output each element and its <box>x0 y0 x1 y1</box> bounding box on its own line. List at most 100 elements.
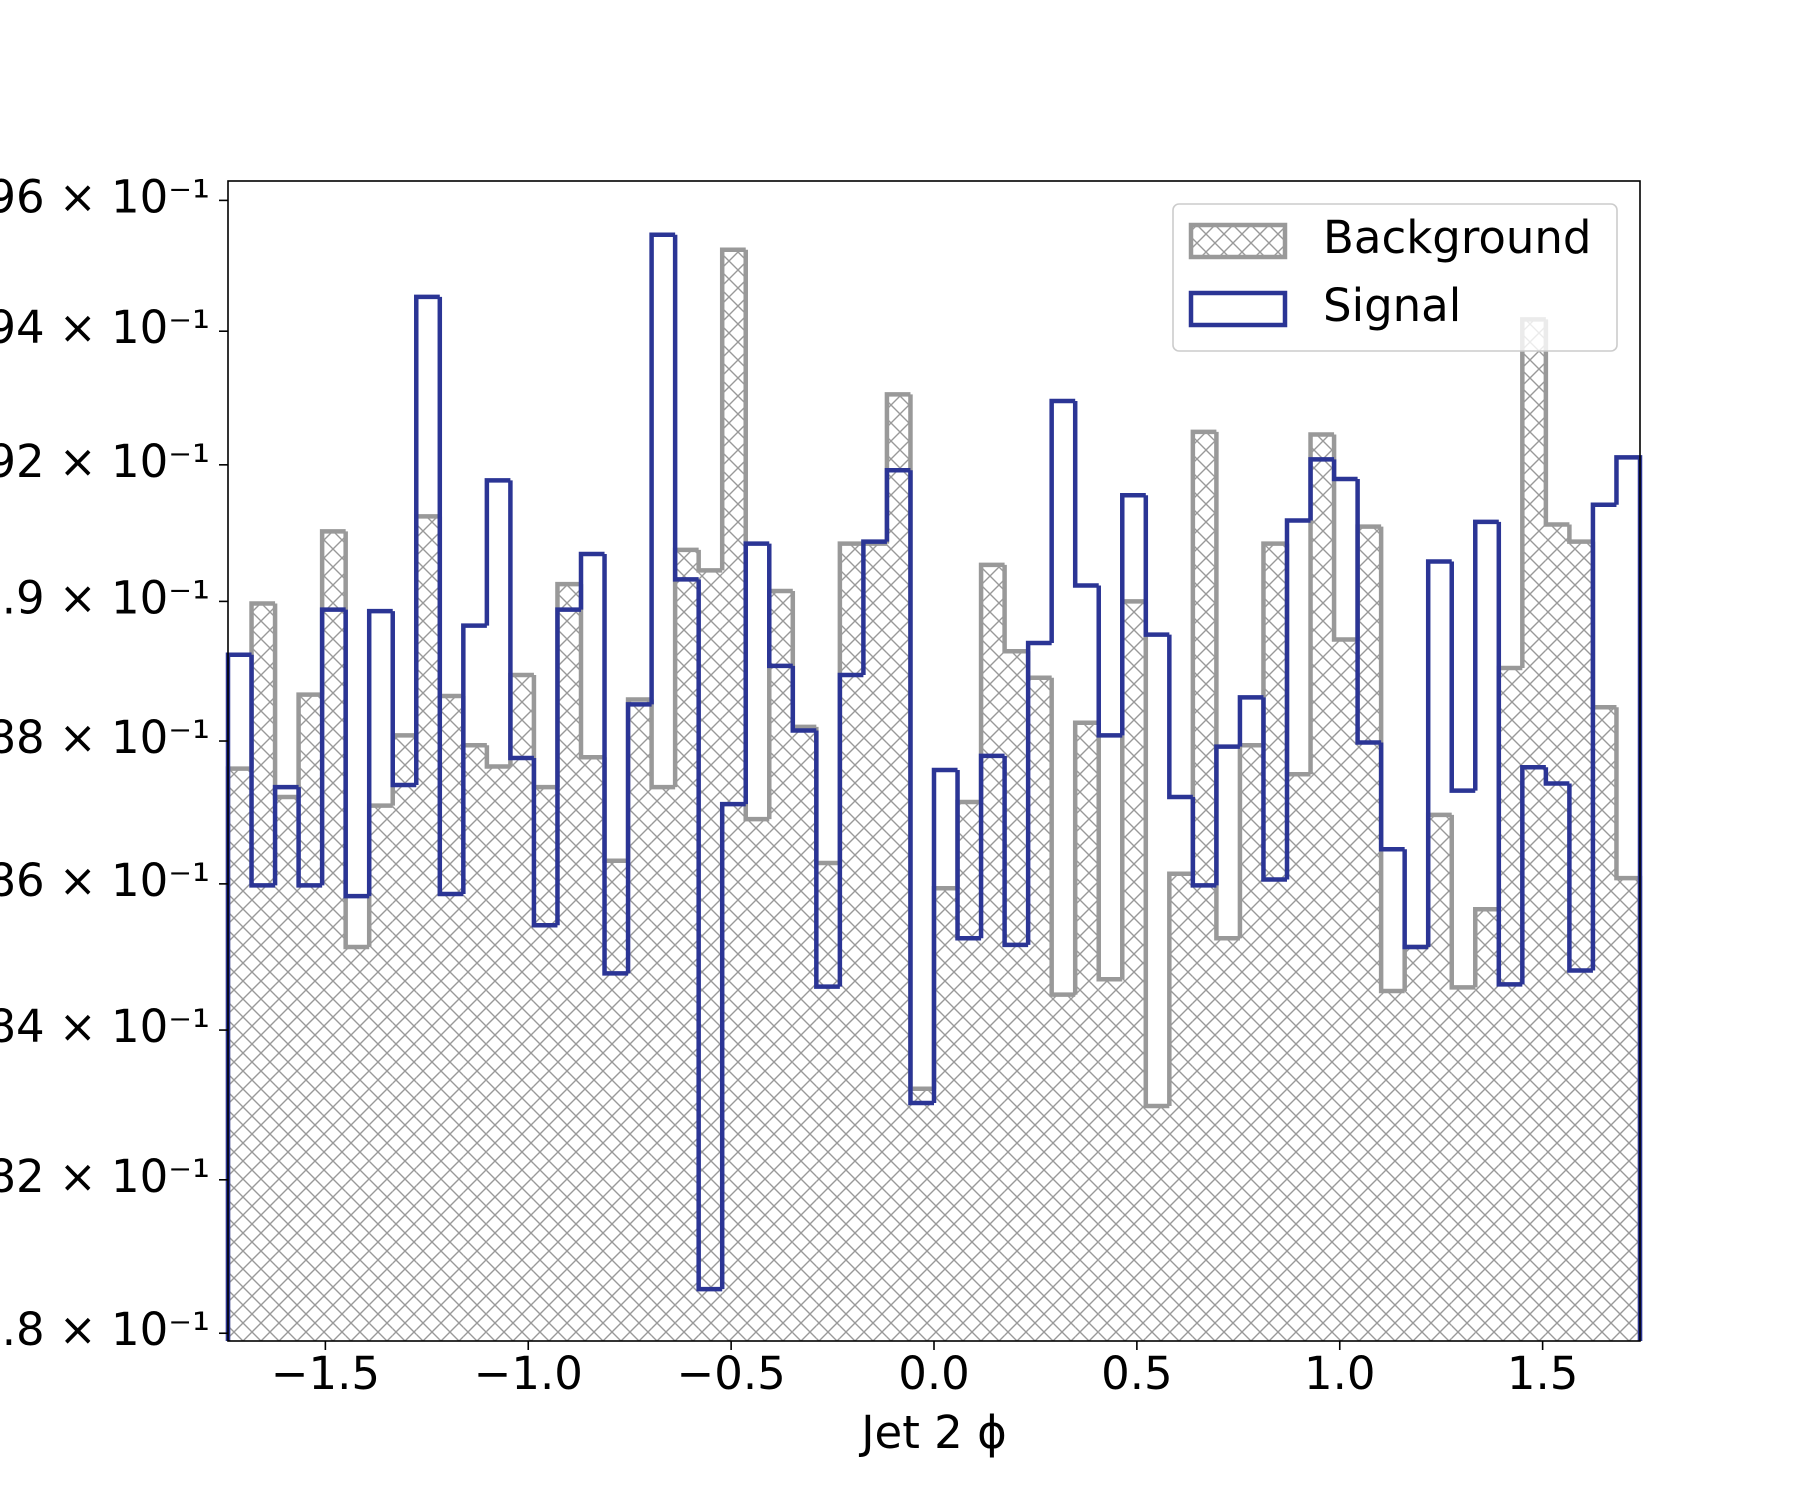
bar-outline <box>272 603 299 800</box>
bar-outline <box>1214 744 1240 886</box>
y-tick-label: 0.9 × 10⁻¹ <box>0 571 210 624</box>
bar <box>651 787 676 1341</box>
bar-outline <box>1072 400 1099 588</box>
bar <box>863 543 887 1341</box>
bar-outline <box>1567 783 1593 973</box>
x-tick-label: 1.5 <box>1507 1347 1579 1400</box>
bar-outline <box>955 770 982 941</box>
bar-outline <box>814 726 840 866</box>
bar-outline <box>508 480 534 761</box>
bar <box>1075 722 1099 1341</box>
bar-outline <box>1167 871 1193 1106</box>
bar-outline <box>1590 502 1617 971</box>
bar-outline <box>272 784 299 886</box>
bar-outline <box>1072 720 1099 995</box>
bar <box>745 819 770 1341</box>
bar <box>1428 814 1452 1341</box>
bar <box>322 531 346 1341</box>
bar <box>886 394 911 1341</box>
bar-outline <box>1473 519 1499 791</box>
bar-outline <box>931 767 958 1103</box>
bar <box>1122 601 1146 1341</box>
bar-outline <box>1261 697 1287 882</box>
bar-outline <box>390 611 417 788</box>
bar-outline <box>814 730 840 989</box>
bar-outline <box>1120 493 1146 736</box>
bar-outline <box>1190 797 1217 888</box>
bar <box>769 591 793 1341</box>
bar-outline <box>343 609 370 899</box>
bar <box>698 570 723 1341</box>
bar <box>1216 938 1240 1341</box>
x-tick-label: −1.0 <box>474 1347 583 1400</box>
bar-outline <box>1284 518 1311 880</box>
bar-outline <box>531 675 558 790</box>
bar-outline <box>1237 695 1264 747</box>
bar-outline <box>767 543 793 669</box>
bar-outline <box>1402 849 1429 950</box>
bar <box>1310 434 1335 1341</box>
bar <box>981 564 1005 1341</box>
bar-outline <box>578 584 605 760</box>
bar-outline <box>1167 634 1193 800</box>
y-tick-label: 0.82 × 10⁻¹ <box>0 1150 210 1203</box>
bar-outline <box>672 234 699 582</box>
bar-outline <box>649 699 676 790</box>
bar-outline <box>743 249 770 822</box>
bar-outline <box>319 607 346 886</box>
bar-outline <box>1143 495 1170 637</box>
bar <box>1498 668 1523 1341</box>
bar-outline <box>484 745 511 769</box>
bar <box>792 726 817 1341</box>
bar-outline <box>1190 429 1217 874</box>
bar <box>416 516 440 1341</box>
bar-outline <box>296 787 323 888</box>
bar-outline <box>1025 640 1052 945</box>
y-tick-label: 0.84 × 10⁻¹ <box>0 1000 210 1053</box>
bar-outline <box>790 591 817 730</box>
bar-outline <box>978 753 1005 939</box>
bar-outline <box>437 516 464 699</box>
bar-outline <box>908 470 934 1106</box>
bar <box>251 603 276 1341</box>
bar-outline <box>1049 677 1076 997</box>
y-tick-label: 0.92 × 10⁻¹ <box>0 435 210 488</box>
bar <box>439 696 464 1341</box>
bar <box>1522 319 1546 1341</box>
bar-outline <box>1425 559 1452 948</box>
bar <box>581 757 605 1341</box>
bar-outline <box>1096 585 1123 738</box>
bar <box>486 766 511 1341</box>
bar-outline <box>1308 457 1335 521</box>
bar-outline <box>625 702 652 974</box>
bar <box>1451 987 1476 1341</box>
bar <box>1004 651 1029 1341</box>
bar-outline <box>1520 764 1546 985</box>
bar-outline <box>1096 722 1123 982</box>
bar-outline <box>1378 742 1405 852</box>
bar-outline <box>602 757 629 864</box>
bar <box>675 549 699 1341</box>
bar-outline <box>461 623 487 894</box>
bar-outline <box>837 672 864 987</box>
bar-outline <box>1449 561 1476 793</box>
bar-outline <box>578 551 605 610</box>
bar <box>910 1088 934 1341</box>
bar-outline <box>1261 541 1287 746</box>
x-tick-label: −0.5 <box>676 1347 785 1400</box>
bar-outline <box>908 394 934 1092</box>
bar <box>1334 639 1358 1341</box>
bar <box>957 802 982 1341</box>
bar <box>1239 745 1264 1341</box>
bar-outline <box>484 478 511 626</box>
bar-outline <box>602 553 629 976</box>
bar <box>1145 1105 1170 1341</box>
bar <box>345 947 370 1341</box>
bar-outline <box>414 294 440 785</box>
bar <box>369 805 393 1341</box>
bar-outline <box>555 607 581 926</box>
bar <box>1051 994 1076 1341</box>
y-tick-label: 0.88 × 10⁻¹ <box>0 711 210 764</box>
